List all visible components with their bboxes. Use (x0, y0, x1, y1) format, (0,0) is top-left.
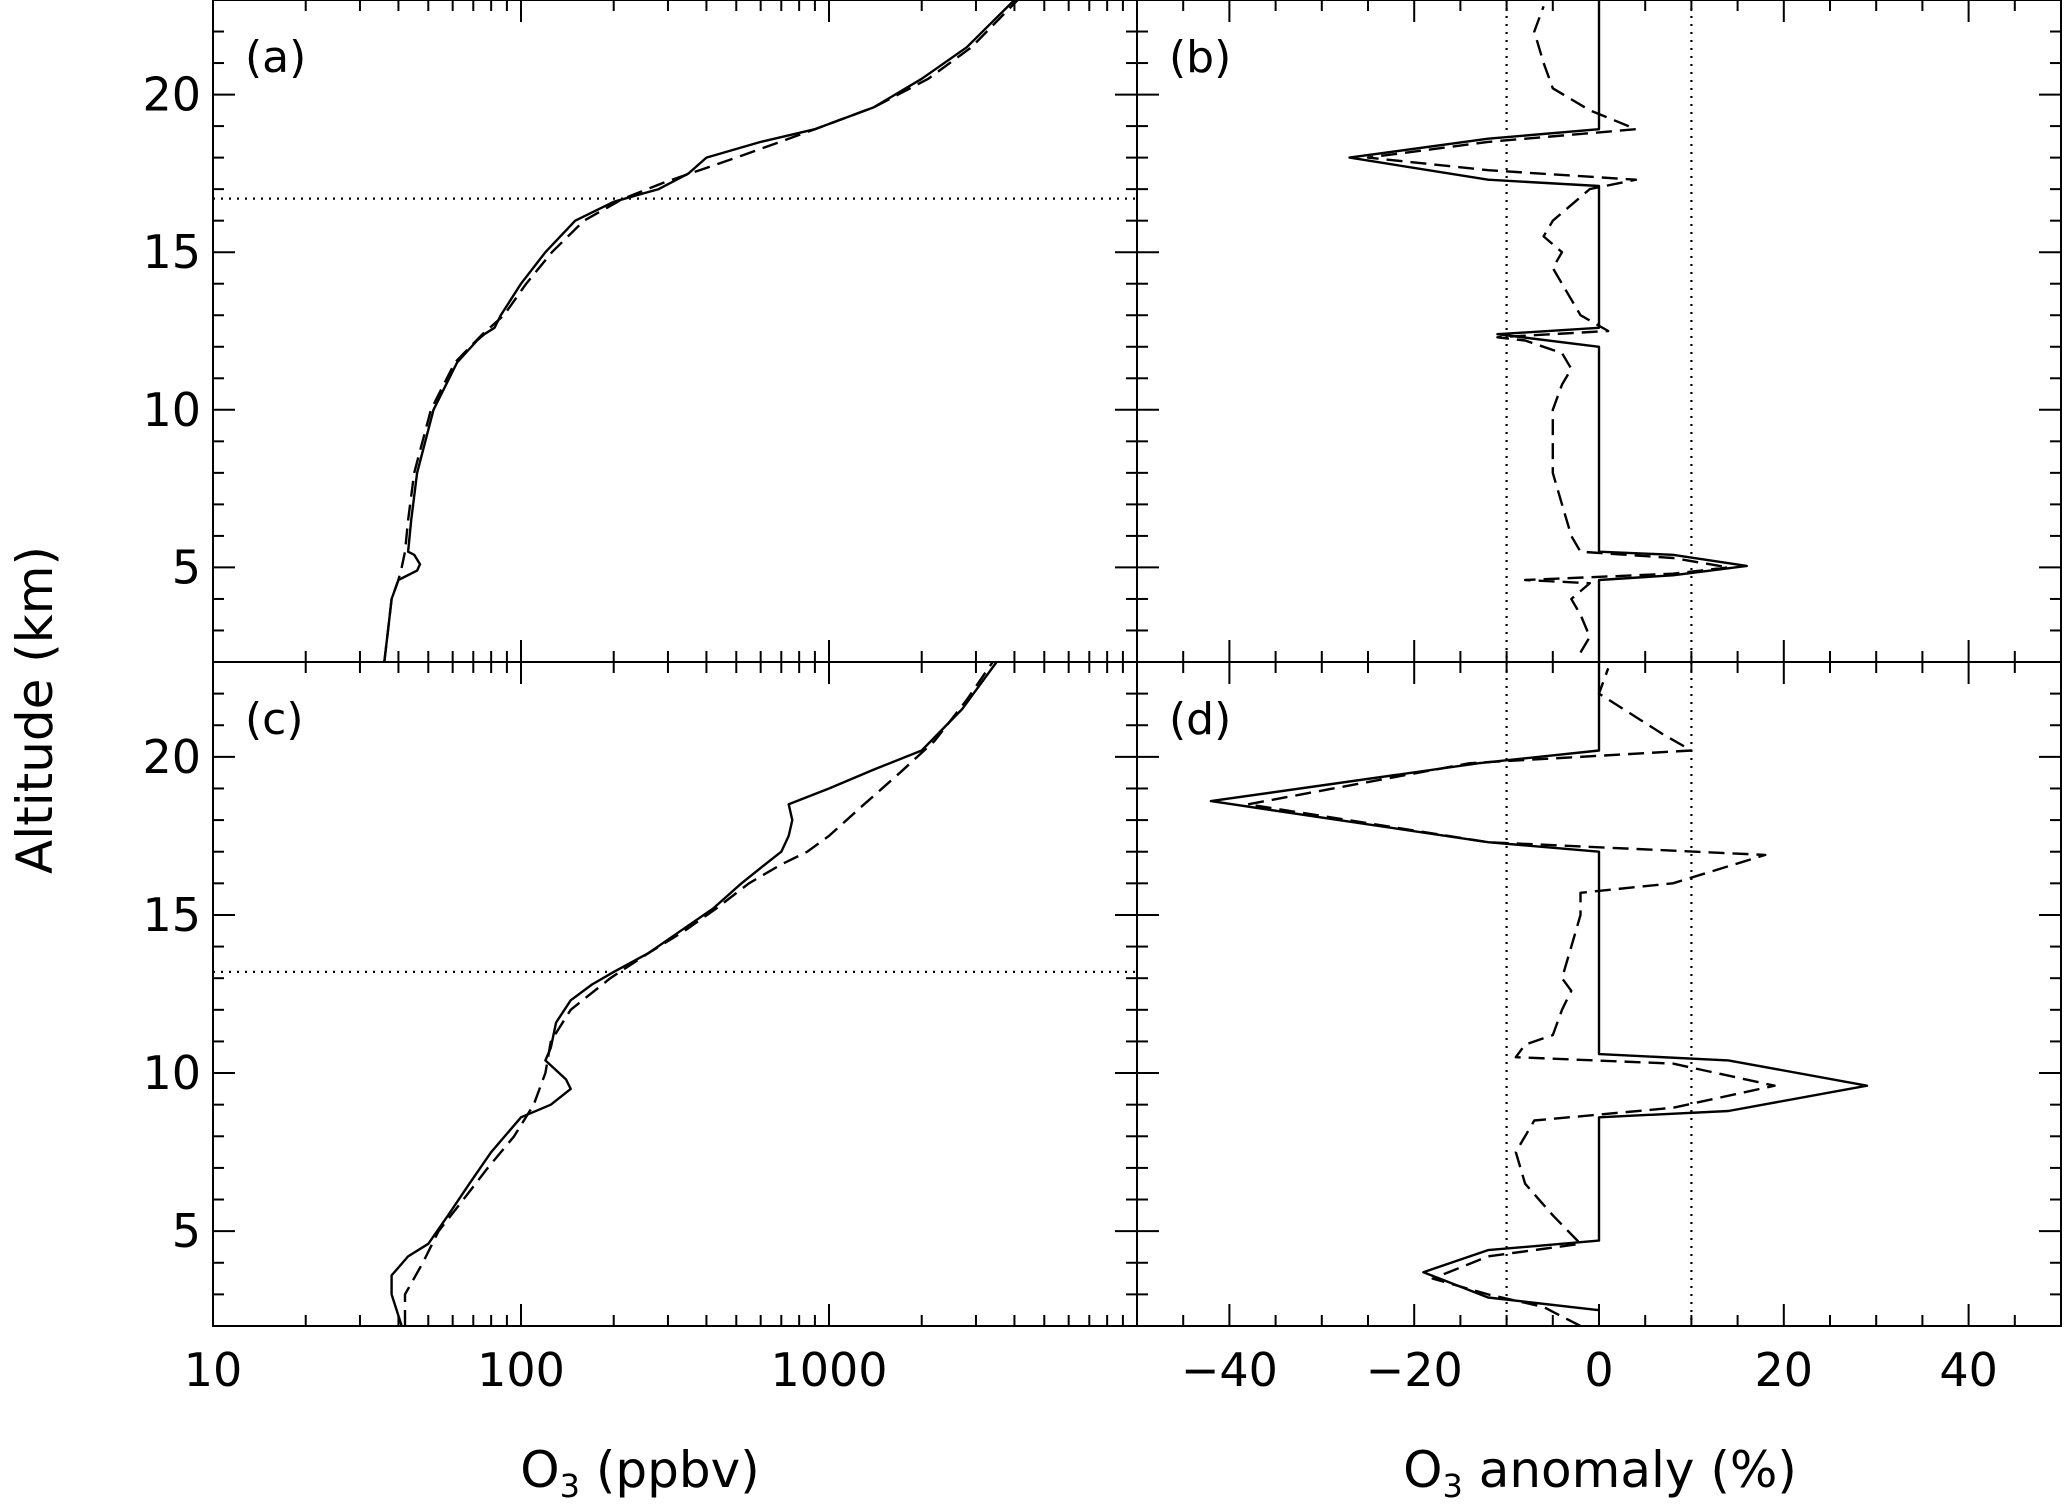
panel-c-y-tick-label: 10 (142, 1046, 201, 1100)
y-axis-label: Altitude (km) (6, 546, 64, 874)
panel-c-series-solid-line (390, 662, 998, 1326)
panel-c-x-tick-label: 10 (184, 1343, 243, 1397)
x-axis-label-right-sub: 3 (1442, 1467, 1462, 1505)
x-axis-label-right-prefix: O (1403, 1441, 1442, 1499)
panel-c-y-tick-label: 5 (172, 1204, 201, 1258)
panel-c-y-tick-label: 15 (142, 888, 201, 942)
panel-b: (b) (1136, 0, 2062, 663)
panel-a-series-dashed-line (383, 0, 1019, 662)
panel-c-x-tick-label: 100 (477, 1343, 565, 1397)
panel-a-y-tick-label: 10 (142, 383, 201, 437)
panel-a-y-tick-label: 5 (172, 540, 201, 594)
panels: 5 10 15 20 (a) (b) 5 10 15 20 10 100 1000 (c) −40 −20 0 2… (142, 0, 2062, 1397)
panel-b-series-solid-line (1348, 0, 1749, 662)
panel-d-series-solid-line (1209, 662, 1869, 1312)
panel-d-series-dashed-line (1246, 667, 1776, 1326)
panel-c: 5 10 15 20 10 100 1000 (c) (142, 661, 1138, 1397)
panel-c-series-dashed-line (403, 662, 994, 1326)
panel-a-series (383, 0, 1019, 662)
panel-d-x-tick-label: −40 (1181, 1343, 1278, 1397)
panel-d-x-tick-label: 0 (1584, 1343, 1613, 1397)
panel-c-y-tick-label: 20 (142, 730, 201, 784)
panel-d: −40 −20 0 20 40 (d) (1136, 661, 2062, 1397)
x-axis-label-right: O3 anomaly (%) (1403, 1441, 1797, 1505)
panel-a-label: (a) (245, 32, 306, 83)
panel-c-series (390, 662, 998, 1326)
panel-b-series (1348, 0, 1749, 662)
panel-c-x-tick-label: 1000 (770, 1343, 887, 1397)
panel-a-y-tick-label: 20 (142, 68, 201, 122)
panel-d-series (1209, 662, 1869, 1326)
panel-d-x-tick-label: 40 (1939, 1343, 1998, 1397)
panel-d-x-tick-label: 20 (1755, 1343, 1814, 1397)
x-axis-label-left-prefix: O (520, 1441, 559, 1499)
panel-b-series-dashed-line (1366, 5, 1730, 654)
x-axis-label-left-sub: 3 (560, 1467, 580, 1505)
panel-a-y-tick-label: 15 (142, 225, 201, 279)
x-axis-label-left-suffix: (ppbv) (580, 1441, 760, 1499)
x-axis-label-right-suffix: anomaly (%) (1463, 1441, 1797, 1499)
panel-c-label: (c) (245, 694, 304, 745)
panel-b-label: (b) (1169, 32, 1231, 83)
panel-a: 5 10 15 20 (a) (142, 0, 1138, 663)
panel-a-series-solid-line (383, 0, 1016, 662)
panel-d-x-tick-label: −20 (1366, 1343, 1463, 1397)
x-axis-label-left: O3 (ppbv) (520, 1441, 759, 1505)
panel-d-label: (d) (1169, 694, 1231, 745)
